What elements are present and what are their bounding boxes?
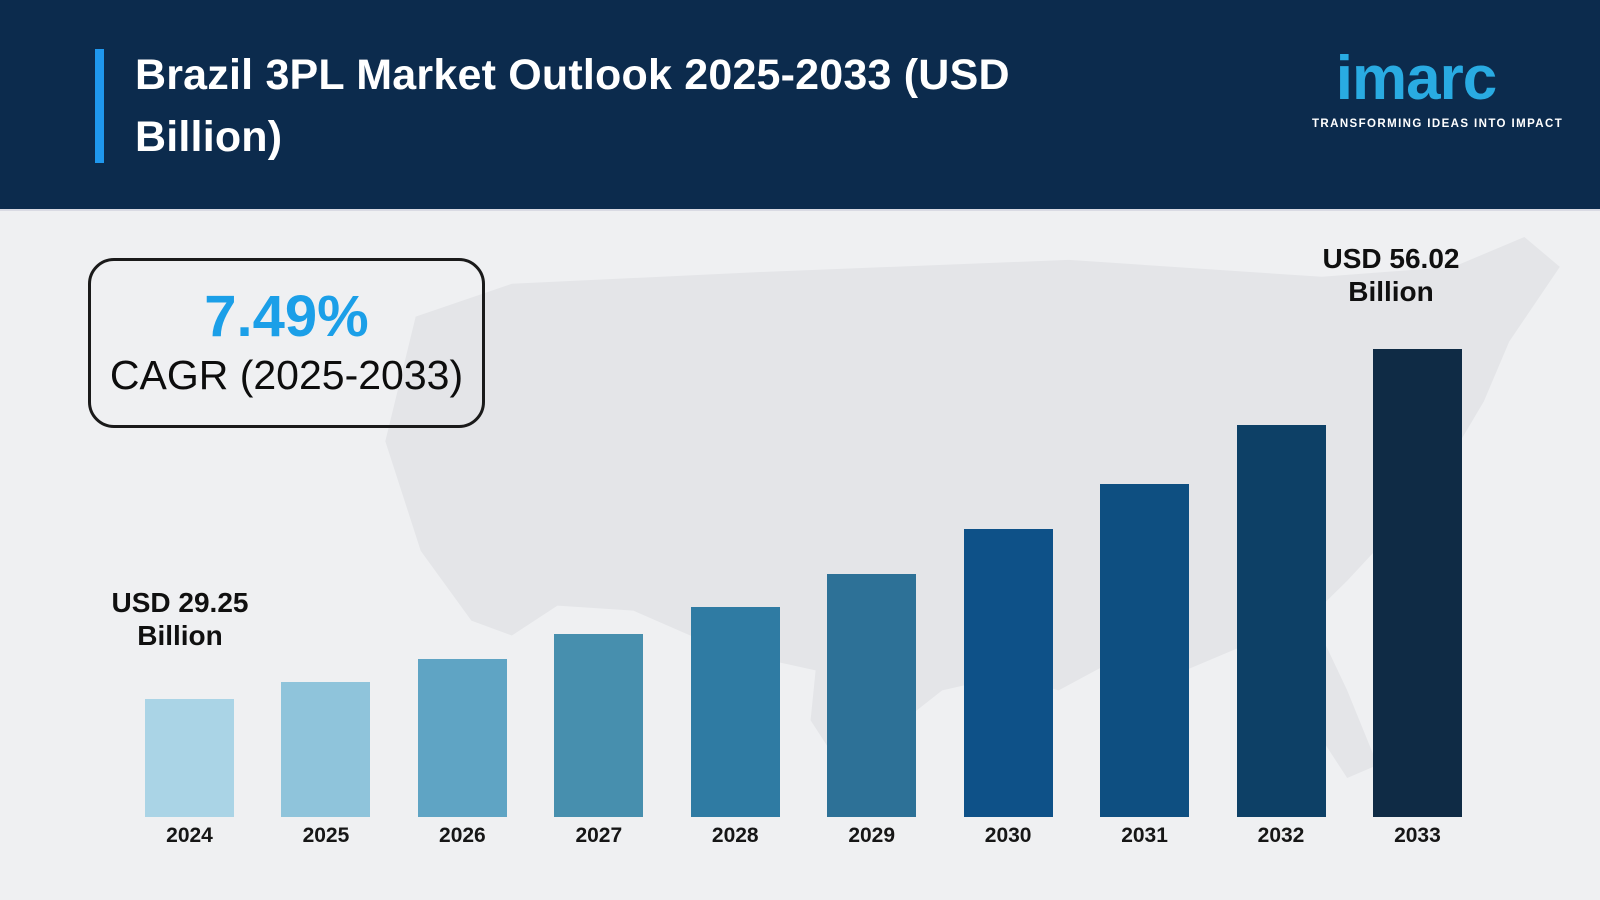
bar-2031: [1100, 484, 1190, 817]
imarc-wordmark: imarc: [1335, 44, 1497, 113]
callout-first-year-value: USD 29.25 Billion: [70, 586, 290, 652]
year-label-2024: 2024: [166, 824, 213, 847]
callout-last-year-value: USD 56.02 Billion: [1281, 242, 1501, 308]
callout-first-line2: Billion: [137, 620, 223, 651]
bar-2030: [963, 529, 1053, 817]
cagr-box: 7.49% CAGR (2025-2033): [88, 258, 485, 428]
bar-column-2030: 2030: [963, 211, 1053, 847]
bar-2028: [690, 607, 780, 817]
year-label-2030: 2030: [984, 824, 1032, 847]
bar-2032: [1236, 425, 1326, 817]
year-label-2026: 2026: [439, 824, 486, 847]
header-banner: Brazil 3PL Market Outlook 2025-2033 (USD…: [0, 0, 1600, 211]
year-label-2032: 2032: [1257, 824, 1305, 847]
page-title-line1: Brazil 3PL Market Outlook 2025-2033 (USD: [135, 51, 1010, 99]
year-label-2033: 2033: [1394, 824, 1441, 847]
year-label-2029: 2029: [848, 824, 896, 847]
bar-column-2024: 2024: [145, 211, 234, 847]
cagr-value: 7.49%: [204, 284, 369, 349]
imarc-tagline: TRANSFORMING IDEAS INTO IMPACT: [1312, 118, 1564, 130]
callout-first-line1: USD 29.25: [111, 587, 249, 618]
bar-column-2028: 2028: [690, 211, 780, 847]
callout-last-line2: Billion: [1348, 276, 1434, 307]
year-label-2031: 2031: [1121, 824, 1168, 847]
bar-column-2031: 2031: [1100, 211, 1190, 847]
bar-column-2029: 2029: [827, 211, 917, 847]
bar-2024: [145, 699, 234, 817]
bar-2027: [554, 634, 644, 817]
bar-column-2027: 2027: [554, 211, 644, 847]
bar-2025: [281, 682, 371, 817]
callout-last-line1: USD 56.02: [1322, 243, 1460, 274]
bar-column-2025: 2025: [281, 211, 371, 847]
imarc-logo: imarc TRANSFORMING IDEAS INTO IMPACT: [1312, 44, 1564, 131]
page-title-line2: Billion): [135, 113, 283, 161]
year-label-2028: 2028: [711, 824, 759, 847]
year-label-2027: 2027: [575, 824, 623, 847]
bar-column-2033: 2033: [1372, 211, 1462, 847]
bar-column-2032: 2032: [1236, 211, 1326, 847]
cagr-label: CAGR (2025-2033): [109, 352, 464, 398]
year-label-2025: 2025: [302, 824, 350, 847]
bar-2029: [827, 574, 917, 817]
bar-2033: [1372, 349, 1462, 817]
title-accent-bar: [95, 49, 104, 163]
bar-2026: [417, 659, 507, 817]
bar-chart: 2024 2025 2026 2027 2028 2029 2030 2031 2032 2033: [145, 211, 1462, 847]
page-title: Brazil 3PL Market Outlook 2025-2033 (USD…: [135, 44, 1010, 168]
bar-column-2026: 2026: [417, 211, 507, 847]
